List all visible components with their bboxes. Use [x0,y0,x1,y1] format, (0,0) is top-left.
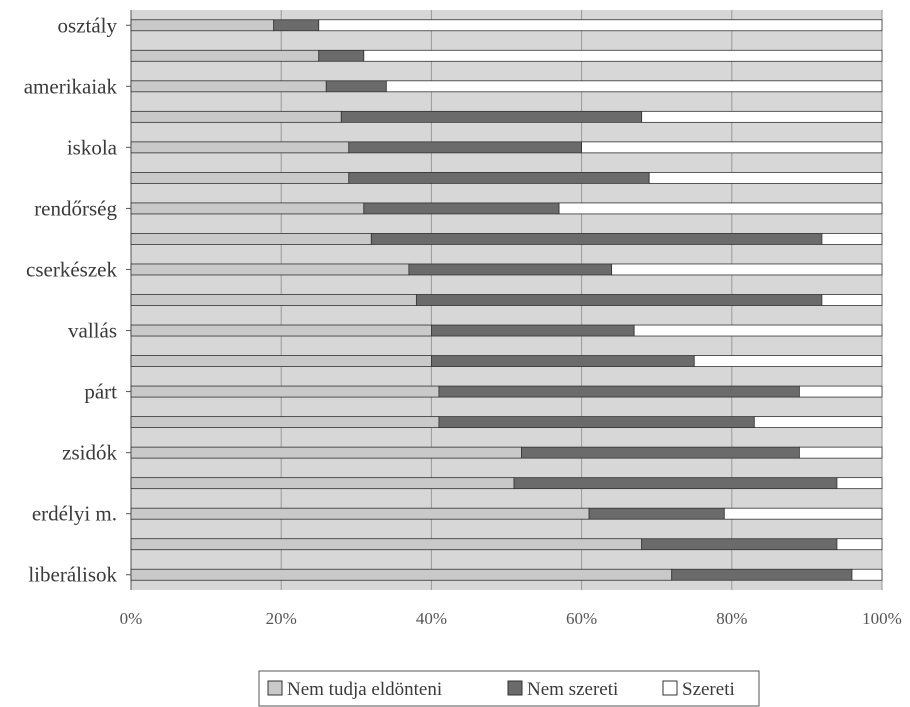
bar-segment [130,202,365,215]
category-labels: osztály amerikaiak iskola rendőrség cserkész… [24,13,131,587]
x-tick-label: 40% [416,609,447,628]
bar-segment [130,19,275,32]
bar-segment [641,538,838,551]
bar-segment [348,141,583,154]
bar-segment [130,385,440,398]
bar-segment [821,233,883,245]
category-label: zsidók [62,441,117,465]
x-tick-label: 100% [862,609,902,628]
bar-segment [438,416,755,429]
category-label: vallás [68,319,117,343]
bar-segment [430,355,695,367]
category-label: liberálisok [28,563,117,587]
bar-segment [130,233,372,245]
bar-segment [430,324,635,337]
bar-segment [130,355,432,367]
category-label: iskola [67,135,118,159]
bar-segment [130,294,417,306]
bar-segment [798,385,883,398]
category-label: erdélyi m. [32,502,117,526]
legend-swatch [507,680,523,696]
category-label: osztály [58,13,118,37]
bar-segment [836,477,883,490]
bar-segment [130,141,350,154]
category-label: cserkészek [26,257,117,281]
x-tick-labels: 0% 20% 40% 60% 80% 100% [120,609,902,628]
bar-segment [348,171,650,184]
x-tick-label: 60% [566,609,597,628]
legend-entry: Szereti [682,679,735,700]
bar-segment [130,477,515,490]
bar-segment [836,538,883,551]
legend: Nem tudja eldönteni Nem szereti Szereti [258,670,760,707]
x-tick-label: 0% [120,609,143,628]
legend-entry: Nem tudja eldönteni [287,679,442,700]
bar-segment [521,446,800,459]
bar-segment [130,538,643,551]
bar-segment [798,446,883,459]
bar-segment [385,80,883,93]
bars [130,19,883,581]
bar-segment [130,49,320,62]
bar-segment [581,141,883,154]
bar-segment [363,202,560,215]
bar-segment [821,294,883,306]
bar-segment [438,385,800,398]
bar-segment [130,446,522,459]
bar-segment [671,568,853,581]
bar-segment [318,49,365,62]
bar-segment [641,110,883,123]
bar-segment [558,202,883,215]
legend-swatch [662,680,678,696]
bar-segment [130,80,327,93]
x-tick-label: 80% [716,609,747,628]
bar-segment [513,477,838,490]
category-label: párt [84,380,117,404]
bar-segment [408,263,613,276]
bar-segment [363,49,883,62]
category-label: amerikaiak [24,74,118,98]
bar-segment [851,568,883,581]
bar-segment [693,355,883,367]
bar-segment [633,324,883,337]
bar-segment [130,263,410,276]
bar-segment [130,324,432,337]
bar-segment [723,507,883,520]
bar-segment [370,233,823,245]
bar-segment [130,416,440,429]
bar-segment [130,507,590,520]
bar-segment [273,19,320,32]
bar-segment [611,263,883,276]
bar-segment [325,80,387,93]
bar-segment [588,507,725,520]
bar-segment [753,416,883,429]
bar-segment [318,19,883,32]
bar-segment [415,294,823,306]
category-label: rendőrség [34,196,117,220]
bar-segment [340,110,643,123]
bar-segment [130,110,342,123]
legend-swatch [267,680,283,696]
bar-segment [130,568,673,581]
bar-segment [648,171,883,184]
bar-segment [130,171,350,184]
x-tick-label: 20% [266,609,297,628]
legend-entry: Nem szereti [527,679,618,700]
